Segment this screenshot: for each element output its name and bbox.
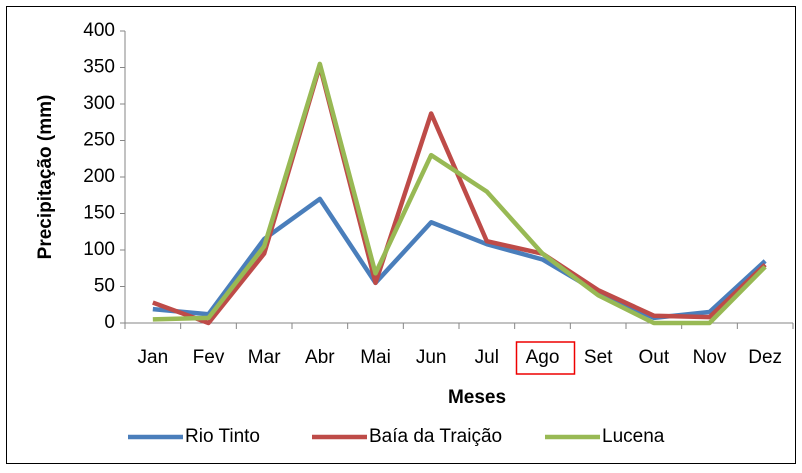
y-tick-label: 400 bbox=[83, 20, 115, 41]
y-tick-label: 0 bbox=[104, 312, 115, 333]
y-tick-label: 100 bbox=[83, 239, 115, 260]
x-axis-label: Meses bbox=[448, 387, 506, 408]
line-series bbox=[152, 63, 767, 326]
x-tick-label: Dez bbox=[748, 347, 782, 368]
y-tick-label: 50 bbox=[94, 276, 115, 297]
y-tick-label: 250 bbox=[83, 130, 115, 151]
x-tick-label: Mai bbox=[360, 347, 391, 368]
y-tick-label: 300 bbox=[83, 93, 115, 114]
legend-label: Rio Tinto bbox=[185, 426, 260, 447]
x-tick-label: Jun bbox=[416, 347, 447, 368]
x-tick-label: Ago bbox=[526, 347, 560, 368]
x-tick-label: Abr bbox=[305, 347, 335, 368]
legend-label: Lucena bbox=[602, 426, 665, 447]
legend-label: Baía da Traição bbox=[369, 426, 502, 447]
x-tick-label: Out bbox=[639, 347, 670, 368]
chart-frame bbox=[6, 6, 796, 464]
x-tick-label: Set bbox=[584, 347, 613, 368]
line-series bbox=[152, 61, 767, 326]
x-tick-label: Jan bbox=[138, 347, 169, 368]
y-tick-label: 200 bbox=[83, 166, 115, 187]
y-tick-label: 350 bbox=[83, 57, 115, 78]
x-tick-label: Mar bbox=[248, 347, 281, 368]
x-tick-label: Nov bbox=[693, 347, 727, 368]
highlight-box bbox=[515, 341, 576, 375]
y-axis-label: Precipitação (mm) bbox=[35, 95, 56, 260]
x-tick-label: Fev bbox=[193, 347, 225, 368]
x-tick-label: Jul bbox=[475, 347, 499, 368]
y-tick-label: 150 bbox=[83, 203, 115, 224]
